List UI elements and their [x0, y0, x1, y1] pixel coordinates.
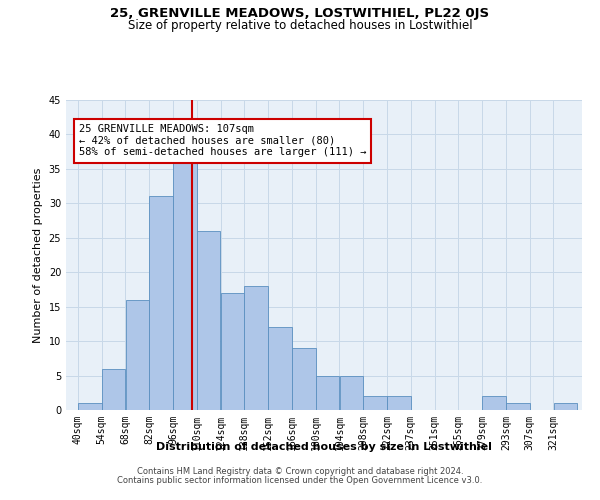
Bar [340, 376, 363, 410]
Bar [316, 376, 340, 410]
Text: 25, GRENVILLE MEADOWS, LOSTWITHIEL, PL22 0JS: 25, GRENVILLE MEADOWS, LOSTWITHIEL, PL22… [110, 8, 490, 20]
Bar [244, 286, 268, 410]
Bar [125, 300, 149, 410]
Text: Size of property relative to detached houses in Lostwithiel: Size of property relative to detached ho… [128, 18, 472, 32]
Bar [482, 396, 506, 410]
Bar [268, 328, 292, 410]
Bar [506, 403, 530, 410]
Bar [364, 396, 387, 410]
Bar [197, 231, 220, 410]
Bar [173, 162, 197, 410]
Y-axis label: Number of detached properties: Number of detached properties [33, 168, 43, 342]
Bar [387, 396, 410, 410]
Bar [149, 196, 173, 410]
Text: Contains HM Land Registry data © Crown copyright and database right 2024.: Contains HM Land Registry data © Crown c… [137, 467, 463, 476]
Bar [292, 348, 316, 410]
Text: Contains public sector information licensed under the Open Government Licence v3: Contains public sector information licen… [118, 476, 482, 485]
Bar [78, 403, 101, 410]
Text: Distribution of detached houses by size in Lostwithiel: Distribution of detached houses by size … [156, 442, 492, 452]
Bar [102, 368, 125, 410]
Bar [221, 293, 244, 410]
Text: 25 GRENVILLE MEADOWS: 107sqm
← 42% of detached houses are smaller (80)
58% of se: 25 GRENVILLE MEADOWS: 107sqm ← 42% of de… [79, 124, 366, 158]
Bar [554, 403, 577, 410]
